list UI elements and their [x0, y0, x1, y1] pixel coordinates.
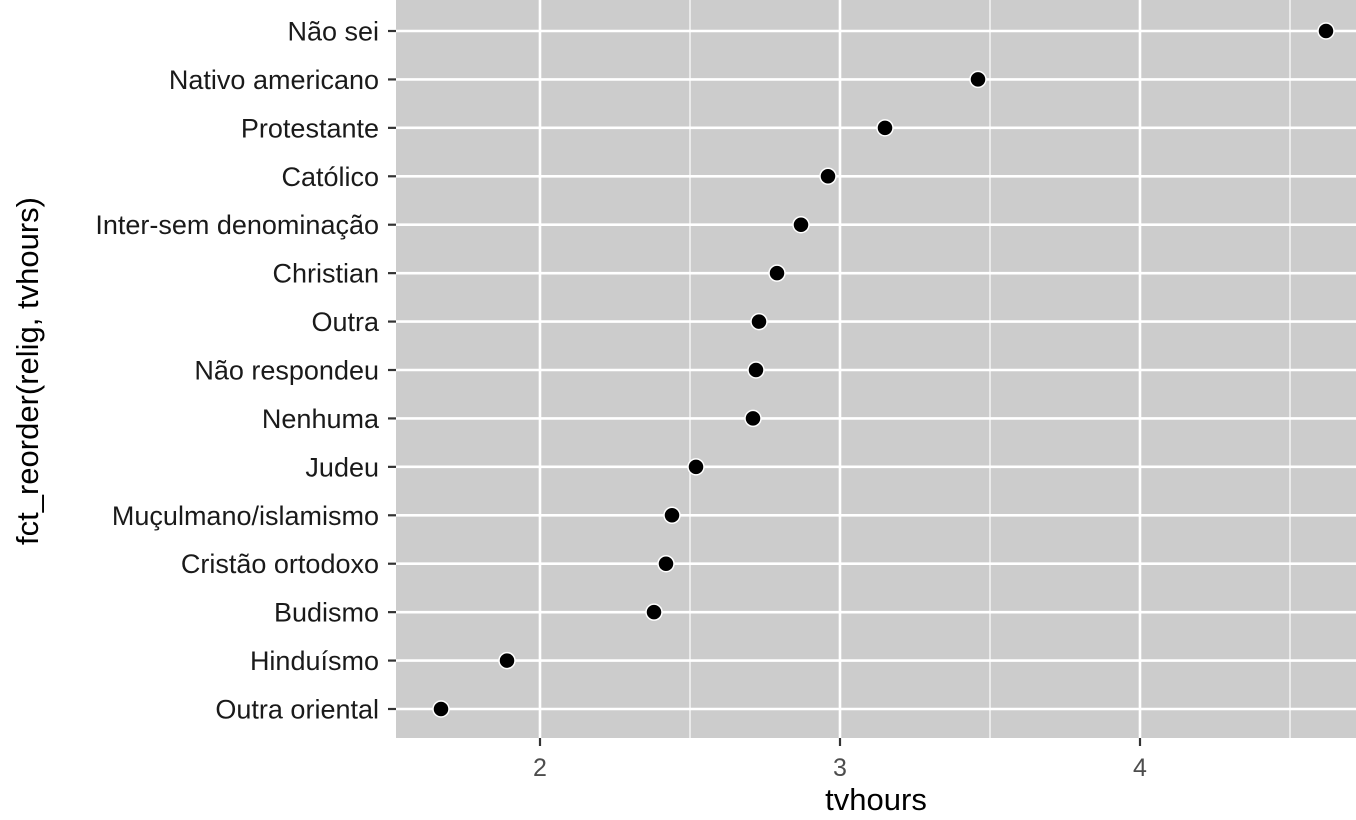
y-tick-label: Cristão ortodoxo [181, 549, 379, 579]
y-tick-label: Christian [272, 259, 379, 289]
y-tick-label: Judeu [305, 452, 379, 482]
data-point [687, 458, 705, 476]
major-gridlines [396, 0, 1356, 738]
data-point [969, 70, 987, 89]
y-tick-label: Protestante [241, 113, 379, 143]
data-point [1317, 22, 1335, 40]
y-tick-label: Nativo americano [169, 65, 379, 95]
y-tick-label: Outra oriental [215, 695, 379, 725]
data-point [744, 409, 762, 428]
data-point [876, 119, 894, 137]
x-tick-label: 2 [533, 754, 547, 782]
y-tick-label: Hinduísmo [250, 646, 379, 676]
data-point [768, 264, 786, 282]
data-point [819, 167, 837, 186]
data-points [432, 22, 1335, 718]
x-axis: 2 3 4 [533, 738, 1147, 782]
y-axis: Outra oriental Hinduísmo Budismo Cristão or… [95, 17, 396, 725]
y-tick-label: Inter-sem denominação [95, 210, 379, 240]
data-point [498, 651, 516, 670]
y-tick-label: Nenhuma [262, 404, 380, 434]
data-point [432, 700, 450, 718]
x-tick-label: 4 [1133, 754, 1147, 782]
y-axis-title: fct_reorder(relig, tvhours) [10, 197, 45, 545]
y-tick-label: Católico [281, 162, 379, 192]
y-tick-label: Budismo [274, 598, 379, 628]
data-point [792, 215, 810, 234]
x-tick-label: 3 [833, 754, 847, 782]
y-tick-label: Muçulmano/islamismo [112, 501, 379, 531]
data-point [657, 554, 675, 573]
data-point [645, 603, 663, 621]
data-point [747, 361, 765, 379]
x-axis-title: tvhours [825, 782, 927, 817]
data-point [663, 506, 681, 525]
y-tick-label: Outra [311, 307, 380, 337]
y-tick-label: Não sei [287, 17, 379, 47]
data-point [750, 312, 768, 331]
y-tick-label: Não respondeu [194, 356, 379, 386]
